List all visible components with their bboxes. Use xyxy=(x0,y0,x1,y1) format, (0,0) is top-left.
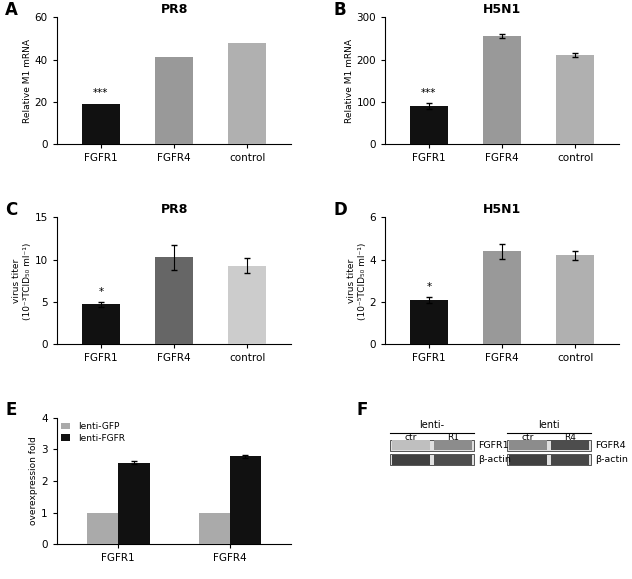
Text: lenti: lenti xyxy=(538,420,560,430)
Bar xyxy=(82,104,120,144)
Bar xyxy=(87,512,118,544)
Bar xyxy=(483,36,521,144)
Text: ***: *** xyxy=(422,87,437,98)
Y-axis label: Relative M1 mRNA: Relative M1 mRNA xyxy=(23,39,32,123)
Title: PR8: PR8 xyxy=(161,203,188,217)
Text: ***: *** xyxy=(93,88,109,98)
Bar xyxy=(392,440,430,450)
Bar xyxy=(155,57,193,144)
Y-axis label: virus titer
(10⁻³TCID₅₀ ml⁻¹): virus titer (10⁻³TCID₅₀ ml⁻¹) xyxy=(13,242,32,320)
Text: E: E xyxy=(5,401,16,419)
Y-axis label: Relative M1 mRNA: Relative M1 mRNA xyxy=(344,39,353,123)
Text: *: * xyxy=(98,287,104,297)
Bar xyxy=(118,463,150,544)
Y-axis label: virus titer
(10⁻⁵TCID₅₀ ml⁻¹): virus titer (10⁻⁵TCID₅₀ ml⁻¹) xyxy=(347,242,367,320)
Text: R4: R4 xyxy=(564,434,576,442)
Bar xyxy=(392,455,430,464)
Title: H5N1: H5N1 xyxy=(483,3,521,16)
Text: FGFR1: FGFR1 xyxy=(478,441,509,450)
Bar xyxy=(390,455,474,465)
Text: lenti-: lenti- xyxy=(419,420,444,430)
Bar xyxy=(198,512,230,544)
Bar xyxy=(556,255,595,344)
Text: R1: R1 xyxy=(447,434,459,442)
Bar xyxy=(434,440,472,450)
Bar xyxy=(228,266,266,344)
Bar xyxy=(509,440,547,450)
Bar xyxy=(230,456,261,544)
Bar xyxy=(509,455,547,464)
Title: H5N1: H5N1 xyxy=(483,203,521,217)
Text: β-actin: β-actin xyxy=(478,455,511,464)
Text: FGFR4: FGFR4 xyxy=(595,441,626,450)
Bar xyxy=(556,56,595,144)
Text: β-actin: β-actin xyxy=(595,455,628,464)
Text: ctr: ctr xyxy=(522,434,534,442)
Text: A: A xyxy=(5,1,18,19)
Bar xyxy=(390,440,474,450)
Text: C: C xyxy=(5,201,18,219)
Bar xyxy=(228,43,266,144)
Bar xyxy=(551,440,590,450)
Title: PR8: PR8 xyxy=(161,3,188,16)
Bar xyxy=(507,455,592,465)
Text: D: D xyxy=(334,201,347,219)
Text: ctr: ctr xyxy=(404,434,417,442)
Bar xyxy=(82,305,120,344)
Text: *: * xyxy=(427,281,432,292)
Bar xyxy=(410,300,448,344)
Y-axis label: overexpression fold: overexpression fold xyxy=(30,437,39,525)
Bar xyxy=(551,455,590,464)
Bar xyxy=(483,251,521,344)
Bar xyxy=(155,257,193,344)
Legend: lenti-GFP, lenti-FGFR: lenti-GFP, lenti-FGFR xyxy=(61,422,125,443)
Text: F: F xyxy=(357,401,368,419)
Bar xyxy=(507,440,592,450)
Text: B: B xyxy=(334,1,346,19)
Bar xyxy=(410,106,448,144)
Bar xyxy=(434,455,472,464)
